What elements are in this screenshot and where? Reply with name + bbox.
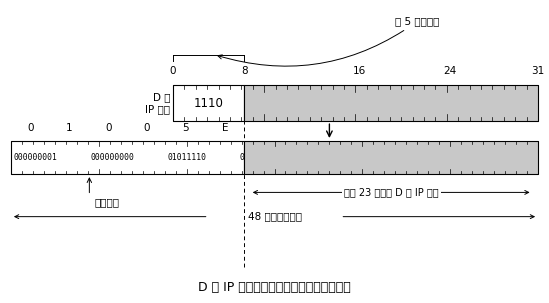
Bar bbox=[244, 141, 538, 174]
Text: 0: 0 bbox=[239, 153, 244, 162]
Bar bbox=[244, 85, 538, 121]
Bar bbox=[11, 141, 244, 174]
Text: D 类 IP 地址与以太网多播地址的映射关系: D 类 IP 地址与以太网多播地址的映射关系 bbox=[198, 281, 351, 294]
Text: D 类
IP 地址: D 类 IP 地址 bbox=[145, 92, 170, 114]
Text: 000000001: 000000001 bbox=[14, 153, 58, 162]
Text: 0: 0 bbox=[170, 66, 176, 76]
Text: E: E bbox=[222, 123, 228, 133]
Text: 16: 16 bbox=[353, 66, 366, 76]
Text: 1: 1 bbox=[66, 123, 72, 133]
Text: 最低 23 位来自 D 类 IP 地址: 最低 23 位来自 D 类 IP 地址 bbox=[344, 187, 439, 198]
Text: 8: 8 bbox=[241, 66, 248, 76]
Text: 000000000: 000000000 bbox=[91, 153, 135, 162]
Text: 31: 31 bbox=[531, 66, 545, 76]
Text: 0: 0 bbox=[144, 123, 150, 133]
Text: 这 5 位不使用: 这 5 位不使用 bbox=[218, 16, 440, 66]
Bar bbox=[173, 85, 244, 121]
Text: 5: 5 bbox=[183, 123, 189, 133]
Text: 01011110: 01011110 bbox=[167, 153, 206, 162]
Text: 表示多播: 表示多播 bbox=[95, 197, 120, 207]
Text: 1110: 1110 bbox=[194, 97, 223, 109]
Text: 24: 24 bbox=[444, 66, 457, 76]
Text: 48 位以太网地址: 48 位以太网地址 bbox=[248, 211, 301, 222]
Text: 0: 0 bbox=[105, 123, 111, 133]
Text: 0: 0 bbox=[27, 123, 33, 133]
